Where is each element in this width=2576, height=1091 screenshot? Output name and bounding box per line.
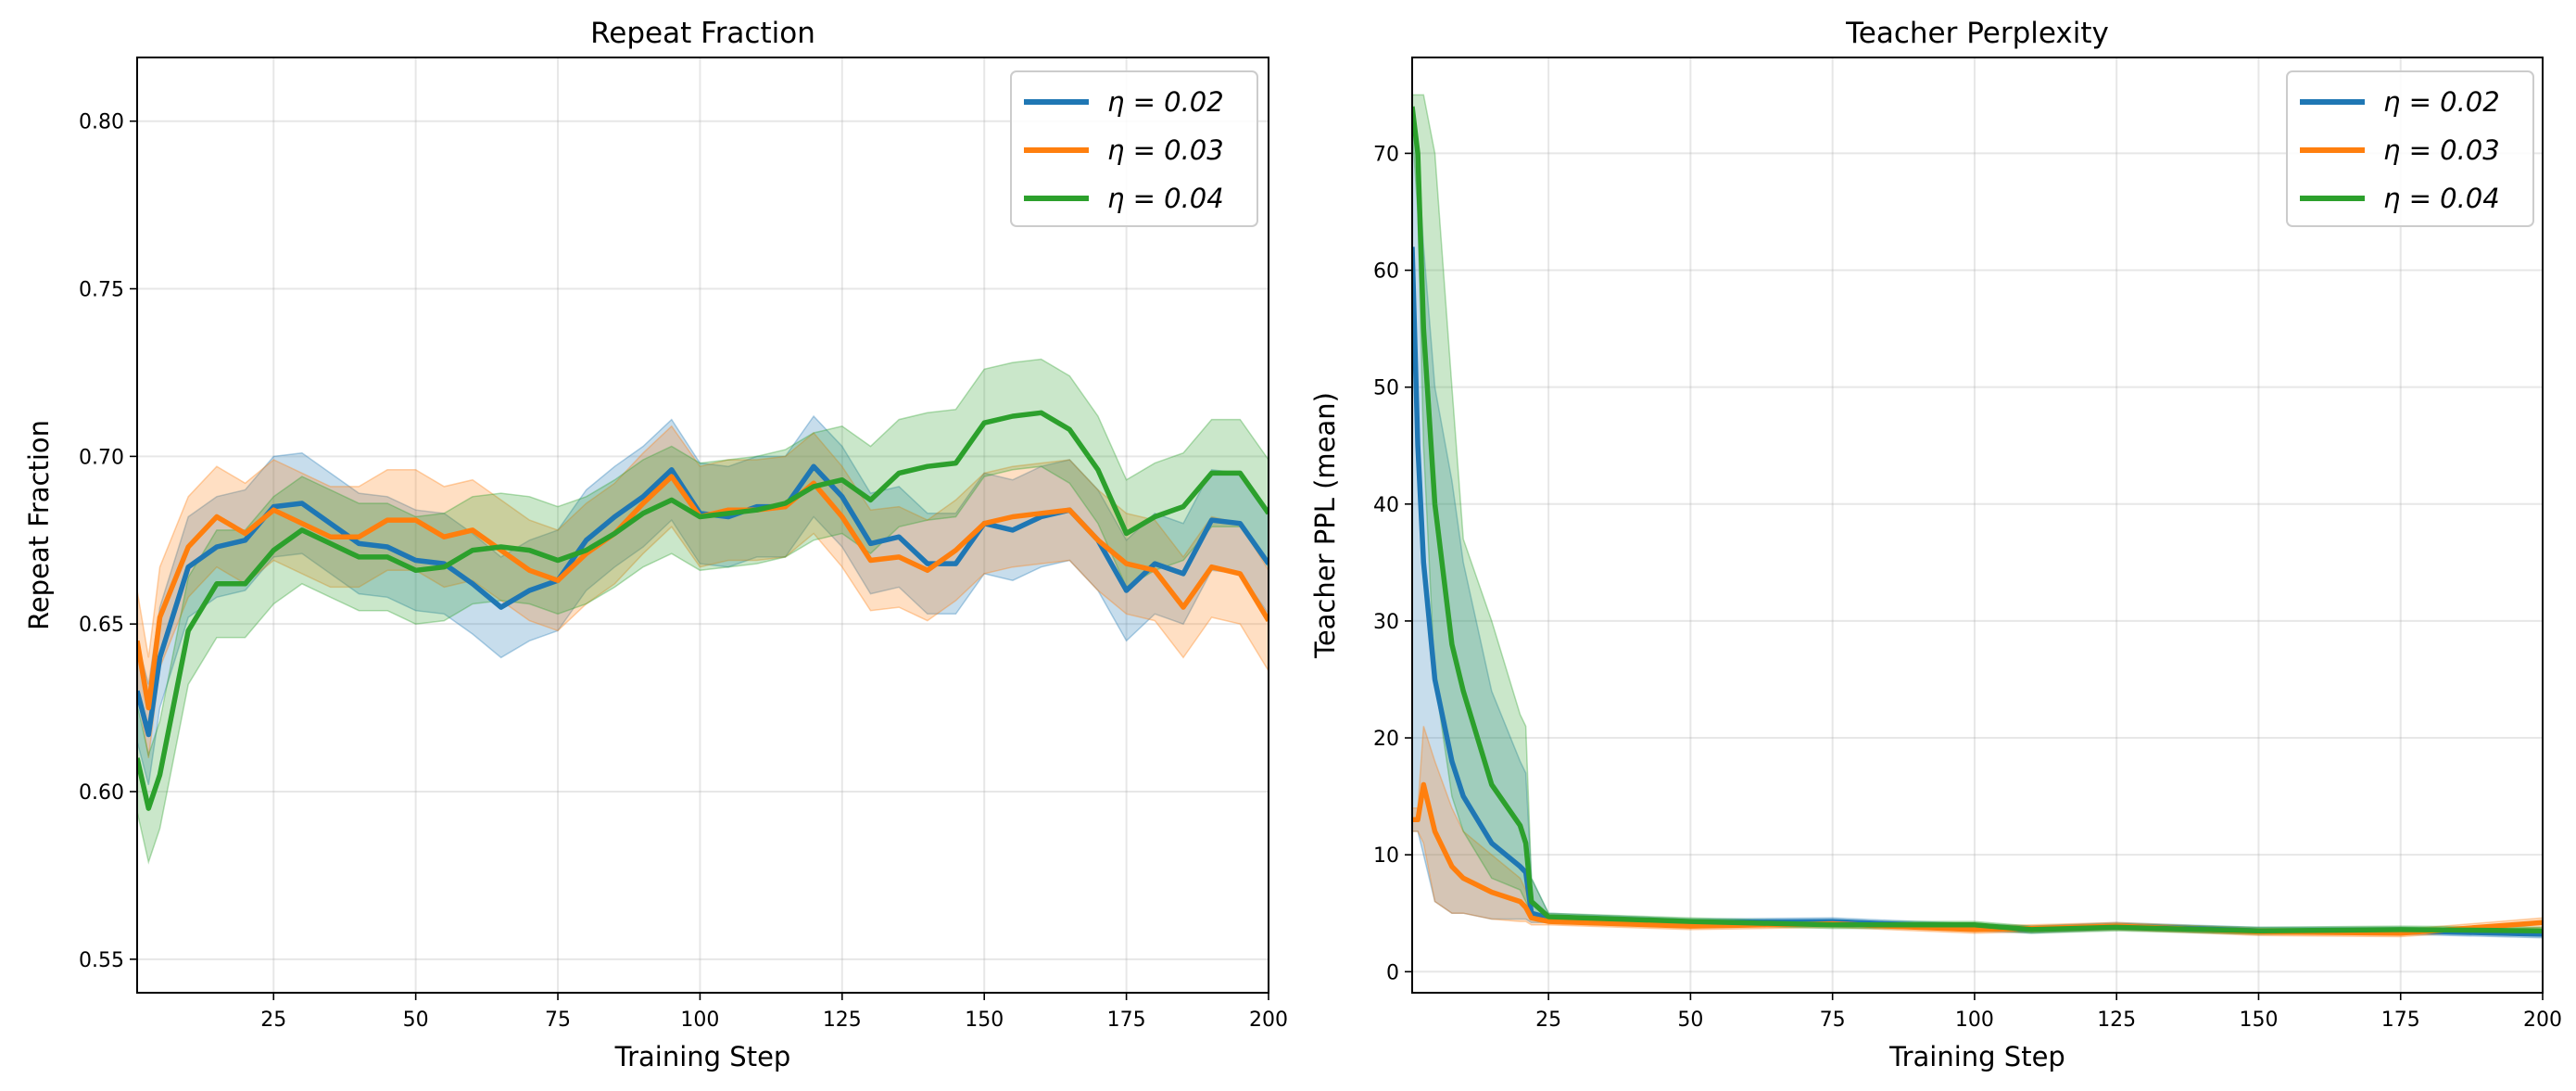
legend-label-2: η = 0.04 <box>1107 183 1224 214</box>
chart-title: Teacher Perplexity <box>1845 17 2109 50</box>
y-axis-label: Repeat Fraction <box>23 420 55 630</box>
confidence-band-0 <box>137 414 1269 785</box>
y-tick-label: 0.55 <box>79 949 124 972</box>
x-tick-label: 150 <box>2239 1009 2278 1032</box>
legend-box <box>1010 70 1258 227</box>
x-tick-label: 75 <box>545 1009 571 1032</box>
x-axis-label: Training Step <box>614 1041 791 1072</box>
y-tick-label: 20 <box>1373 728 1399 751</box>
series-line-1 <box>137 474 1269 711</box>
x-tick-label: 200 <box>2523 1009 2562 1032</box>
x-tick-label: 200 <box>1249 1009 1288 1032</box>
plot-area <box>137 358 1269 865</box>
y-tick-label: 40 <box>1373 494 1399 517</box>
teacher-perplexity-chart: 25 50 75 100 125 150 175 200 0 10 20 30 40 50 60 70 Teac… <box>1309 17 2562 1072</box>
y-tick-label: 30 <box>1373 611 1399 634</box>
legend-label-1: η = 0.03 <box>2383 134 2500 166</box>
legend-label-0: η = 0.02 <box>2383 86 2500 118</box>
legend-label-1: η = 0.03 <box>1107 134 1224 166</box>
legend-label-2: η = 0.04 <box>2383 183 2500 214</box>
y-tick-label: 60 <box>1373 260 1399 284</box>
x-tick-label: 175 <box>1107 1009 1146 1032</box>
plot-area <box>1412 94 2543 939</box>
repeat-fraction-chart: 25 50 75 100 125 150 175 200 0.55 0.60 0.65 0.70 0.7… <box>23 17 1288 1072</box>
axes-frame <box>136 57 1269 994</box>
y-tick-label: 0.75 <box>79 279 124 302</box>
axes-frame <box>1411 57 2544 994</box>
x-axis-label: Training Step <box>1888 1041 2065 1072</box>
x-tick-label: 25 <box>260 1009 286 1032</box>
legend-label-0: η = 0.02 <box>1107 86 1224 118</box>
y-axis-label: Teacher PPL (mean) <box>1309 392 1341 659</box>
chart-title: Repeat Fraction <box>590 17 815 50</box>
series-line-2 <box>137 410 1269 811</box>
y-tick-label: 0 <box>1386 961 1399 984</box>
series-line-0 <box>1412 247 2543 937</box>
x-tick-label: 175 <box>2381 1009 2420 1032</box>
x-tick-label: 150 <box>965 1009 1004 1032</box>
confidence-band-1 <box>137 425 1269 758</box>
y-tick-label: 0.60 <box>79 781 124 805</box>
x-tick-label: 100 <box>680 1009 719 1032</box>
y-tick-label: 70 <box>1373 143 1399 166</box>
y-tick-label: 0.70 <box>79 446 124 469</box>
x-tick-label: 125 <box>823 1009 862 1032</box>
x-tick-label: 100 <box>1955 1009 1994 1032</box>
y-tick-label: 0.65 <box>79 614 124 637</box>
x-tick-label: 25 <box>1535 1009 1561 1032</box>
series-line-1 <box>1412 781 2543 936</box>
x-tick-label: 125 <box>2097 1009 2136 1032</box>
confidence-band-2 <box>137 358 1269 865</box>
y-tick-label: 0.80 <box>79 111 124 134</box>
y-tick-label: 50 <box>1373 377 1399 400</box>
legend-box <box>2286 70 2534 227</box>
confidence-band-0 <box>1412 106 2543 939</box>
series-line-2 <box>1412 106 2543 933</box>
x-tick-label: 50 <box>1677 1009 1703 1032</box>
x-tick-label: 75 <box>1820 1009 1846 1032</box>
y-tick-label: 10 <box>1373 844 1399 868</box>
x-tick-label: 50 <box>403 1009 429 1032</box>
confidence-band-1 <box>1412 726 2543 938</box>
